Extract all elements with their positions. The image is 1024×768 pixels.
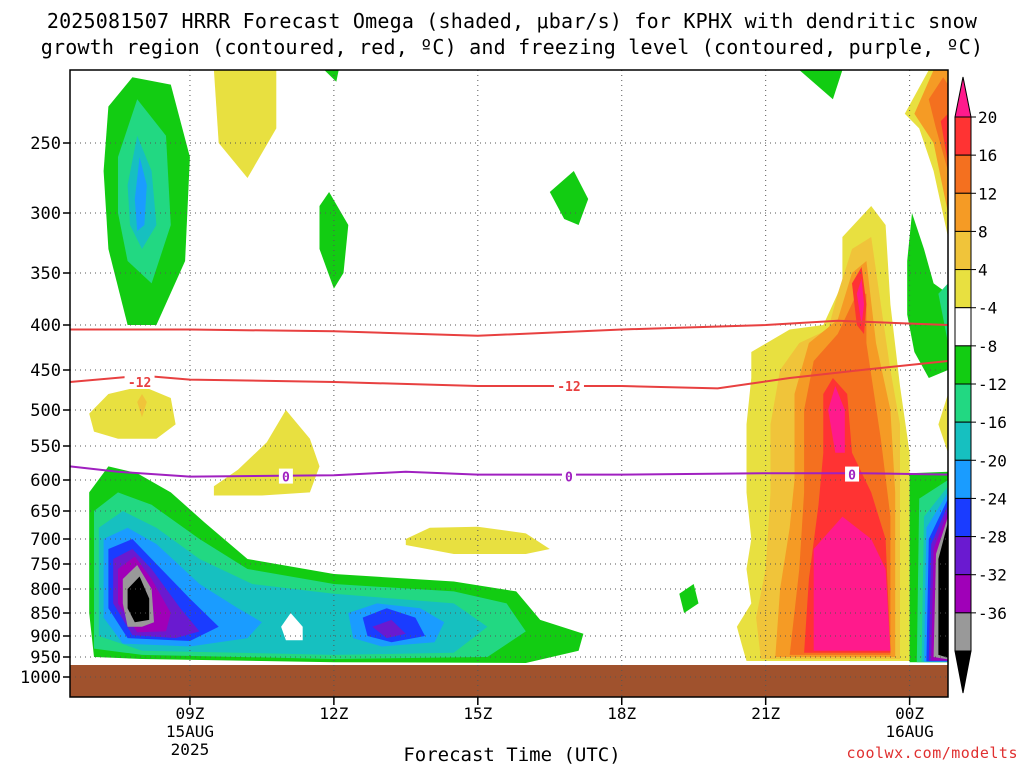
colorbar-box xyxy=(954,497,972,538)
y-tick-label: 250 xyxy=(30,134,61,154)
omega-region xyxy=(134,157,147,231)
contour-label-bg xyxy=(561,468,576,484)
y-tick-label: 750 xyxy=(30,555,61,575)
x-tick-label: 21Z xyxy=(751,704,780,723)
colorbar-label: -4 xyxy=(978,299,997,318)
y-tick-label: 550 xyxy=(30,437,61,457)
y-tick-label: 350 xyxy=(30,264,61,284)
x-axis-label: Forecast Time (UTC) xyxy=(403,744,621,766)
colorbar-label: 20 xyxy=(978,108,997,127)
omega-region xyxy=(856,278,864,325)
contour-line xyxy=(70,319,949,337)
omega-region xyxy=(127,576,150,623)
colorbar-label: -12 xyxy=(978,375,1007,394)
contour-label-bg xyxy=(124,374,155,389)
omega-region xyxy=(549,171,589,225)
x-tick-label: 15Z xyxy=(463,704,492,723)
x-tick-label: 00Z xyxy=(895,704,924,723)
omega-region xyxy=(213,70,277,178)
y-tick-label: 1000 xyxy=(20,668,61,688)
ground-layer xyxy=(70,665,948,697)
colorbar-label: 4 xyxy=(978,261,988,280)
omega-region xyxy=(372,619,406,639)
colorbar-label: -32 xyxy=(978,566,1007,585)
omega-region xyxy=(828,386,845,453)
y-tick-label: 400 xyxy=(30,316,61,336)
contour-label: -12 xyxy=(557,380,580,395)
omega-region xyxy=(281,613,303,641)
colorbar-label: -8 xyxy=(978,337,997,356)
colorbar-box xyxy=(954,307,972,347)
contour-label-bg xyxy=(845,466,860,482)
plot-frame xyxy=(69,69,949,698)
x-tick-label: 15AUG xyxy=(166,722,214,741)
y-tick-label: 900 xyxy=(30,627,61,647)
contour-label-bg xyxy=(278,468,293,484)
omega-shading xyxy=(89,70,948,663)
colorbar-cap-min xyxy=(954,650,972,694)
y-tick-label: 600 xyxy=(30,471,61,491)
contour-label: 0 xyxy=(848,469,856,484)
y-tick-label: 450 xyxy=(30,361,61,381)
omega-region xyxy=(940,113,948,164)
omega-region xyxy=(213,410,320,496)
omega-region xyxy=(938,283,948,343)
contour-label: 0 xyxy=(565,471,573,486)
colorbar-box xyxy=(954,192,972,232)
colorbar-box xyxy=(954,116,972,156)
omega-region xyxy=(813,516,891,651)
contour-label-bg xyxy=(553,378,584,393)
omega-region xyxy=(907,213,948,378)
y-tick-label: 500 xyxy=(30,401,61,421)
y-tick-label: 700 xyxy=(30,530,61,550)
contour-line xyxy=(69,465,949,478)
omega-region xyxy=(679,584,699,613)
y-tick-label: 800 xyxy=(30,580,61,600)
colorbar-label: -28 xyxy=(978,528,1007,547)
colorbar-box xyxy=(954,421,972,461)
y-tick-label: 850 xyxy=(30,604,61,624)
colorbar-box xyxy=(954,536,972,576)
x-tick-label: 18Z xyxy=(607,704,636,723)
title-line-2: growth region (contoured, red, ºC) and f… xyxy=(40,35,984,59)
y-tick-label: 650 xyxy=(30,502,61,522)
omega-region xyxy=(137,394,147,418)
credit-link[interactable]: coolwx.com/modelts xyxy=(846,744,1018,762)
colorbar-box xyxy=(954,383,972,423)
colorbar-label: 8 xyxy=(978,222,988,241)
contour-label: -12 xyxy=(128,376,151,391)
x-tick-label: 16AUG xyxy=(886,722,934,741)
colorbar-box xyxy=(954,574,972,614)
colorbar-box xyxy=(954,154,972,194)
colorbar-cap-max xyxy=(954,76,972,118)
contour-label: 0 xyxy=(282,471,290,486)
colorbar-label: -36 xyxy=(978,604,1007,623)
omega-region xyxy=(324,70,339,82)
chart-title: 2025081507 HRRR Forecast Omega (shaded, … xyxy=(0,8,1024,60)
omega-region xyxy=(89,386,176,439)
x-tick-label: 12Z xyxy=(319,704,348,723)
colorbar-box xyxy=(954,345,972,385)
colorbar-box xyxy=(954,612,972,652)
title-line-1: 2025081507 HRRR Forecast Omega (shaded, … xyxy=(46,9,978,33)
colorbar-label: -16 xyxy=(978,413,1007,432)
colorbar-label: 16 xyxy=(978,146,997,165)
colorbar-box xyxy=(954,459,972,499)
x-tick-label: 2025 xyxy=(171,740,210,759)
y-tick-label: 950 xyxy=(30,648,61,668)
omega-region xyxy=(938,522,948,658)
colorbar-label: 12 xyxy=(978,184,997,203)
colorbar-box xyxy=(954,230,972,271)
colorbar-label: -20 xyxy=(978,451,1007,470)
colorbar-box xyxy=(954,269,972,309)
omega-region xyxy=(928,77,948,171)
omega-region xyxy=(938,394,948,453)
y-tick-label: 300 xyxy=(30,204,61,224)
contour-line xyxy=(69,360,949,390)
omega-region xyxy=(799,70,843,100)
colorbar-label: -24 xyxy=(978,489,1007,508)
x-tick-label: 09Z xyxy=(175,704,204,723)
